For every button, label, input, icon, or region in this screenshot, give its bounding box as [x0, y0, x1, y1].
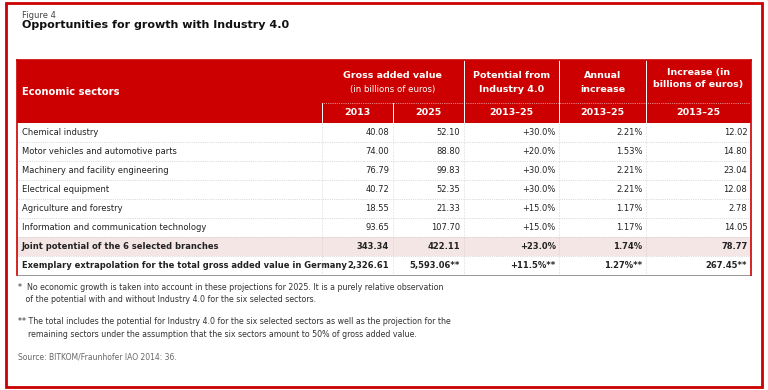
- Text: 21.33: 21.33: [436, 204, 460, 213]
- Text: 12.02: 12.02: [723, 128, 747, 137]
- Text: 2013: 2013: [344, 108, 370, 117]
- Bar: [17, 142, 751, 161]
- Text: ** The total includes the potential for Industry 4.0 for the six selected sector: ** The total includes the potential for …: [18, 317, 451, 339]
- Text: 14.05: 14.05: [723, 223, 747, 232]
- Text: Joint potential of the 6 selected branches: Joint potential of the 6 selected branch…: [22, 242, 219, 251]
- Text: Information and communication technology: Information and communication technology: [22, 223, 206, 232]
- Bar: [17, 256, 751, 275]
- Text: *  No economic growth is taken into account in these projections for 2025. It is: * No economic growth is taken into accou…: [18, 283, 444, 304]
- Text: 107.70: 107.70: [431, 223, 460, 232]
- Text: 2013–25: 2013–25: [490, 108, 534, 117]
- Text: 23.04: 23.04: [723, 166, 747, 175]
- Text: Economic sectors: Economic sectors: [22, 87, 120, 97]
- Text: +30.0%: +30.0%: [522, 128, 555, 137]
- Text: 422.11: 422.11: [428, 242, 460, 251]
- Text: 1.27%**: 1.27%**: [604, 261, 642, 270]
- Text: 14.80: 14.80: [723, 147, 747, 156]
- Text: +23.0%: +23.0%: [520, 242, 555, 251]
- Bar: [17, 161, 751, 180]
- Text: Potential from: Potential from: [473, 71, 551, 80]
- Text: 78.77: 78.77: [721, 242, 747, 251]
- Text: Industry 4.0: Industry 4.0: [479, 85, 545, 94]
- Text: 12.08: 12.08: [723, 185, 747, 194]
- Text: Motor vehicles and automotive parts: Motor vehicles and automotive parts: [22, 147, 177, 156]
- Text: +30.0%: +30.0%: [522, 185, 555, 194]
- Text: billions of euros): billions of euros): [654, 80, 743, 89]
- Text: 2.78: 2.78: [729, 204, 747, 213]
- Text: 1.17%: 1.17%: [616, 223, 642, 232]
- Text: 267.45**: 267.45**: [706, 261, 747, 270]
- Text: Figure 4: Figure 4: [22, 11, 55, 20]
- Text: Electrical equipment: Electrical equipment: [22, 185, 108, 194]
- Text: 5,593.06**: 5,593.06**: [410, 261, 460, 270]
- Text: 2.21%: 2.21%: [616, 185, 642, 194]
- Bar: [17, 237, 751, 256]
- Text: 1.17%: 1.17%: [616, 204, 642, 213]
- Text: 99.83: 99.83: [436, 166, 460, 175]
- Text: 343.34: 343.34: [356, 242, 389, 251]
- Text: +11.5%**: +11.5%**: [511, 261, 555, 270]
- Text: 74.00: 74.00: [366, 147, 389, 156]
- Text: +15.0%: +15.0%: [522, 204, 555, 213]
- Text: Increase (in: Increase (in: [667, 68, 730, 77]
- Text: 2025: 2025: [415, 108, 442, 117]
- Text: 40.72: 40.72: [366, 185, 389, 194]
- Text: 2013–25: 2013–25: [581, 108, 625, 117]
- Text: 2.21%: 2.21%: [616, 128, 642, 137]
- Bar: [17, 123, 751, 142]
- Text: 1.53%: 1.53%: [616, 147, 642, 156]
- Text: 2013–25: 2013–25: [677, 108, 720, 117]
- Text: Agriculture and forestry: Agriculture and forestry: [22, 204, 122, 213]
- Text: Annual: Annual: [584, 71, 621, 80]
- Text: 18.55: 18.55: [366, 204, 389, 213]
- Text: 52.10: 52.10: [436, 128, 460, 137]
- Text: 52.35: 52.35: [436, 185, 460, 194]
- Text: Gross added value: Gross added value: [343, 71, 442, 80]
- Text: 40.08: 40.08: [366, 128, 389, 137]
- Text: 76.79: 76.79: [365, 166, 389, 175]
- Text: +15.0%: +15.0%: [522, 223, 555, 232]
- Text: (in billions of euros): (in billions of euros): [350, 85, 435, 94]
- Text: Chemical industry: Chemical industry: [22, 128, 98, 137]
- Text: Machinery and facility engineering: Machinery and facility engineering: [22, 166, 168, 175]
- Bar: [17, 180, 751, 199]
- Bar: [17, 199, 751, 218]
- Text: 1.74%: 1.74%: [613, 242, 642, 251]
- Text: +30.0%: +30.0%: [522, 166, 555, 175]
- Text: Source: BITKOM/Fraunhofer IAO 2014: 36.: Source: BITKOM/Fraunhofer IAO 2014: 36.: [18, 353, 177, 362]
- Text: Opportunities for growth with Industry 4.0: Opportunities for growth with Industry 4…: [22, 20, 289, 30]
- Text: 2,326.61: 2,326.61: [347, 261, 389, 270]
- Bar: [17, 103, 751, 123]
- Text: 2.21%: 2.21%: [616, 166, 642, 175]
- Bar: [17, 60, 751, 103]
- Text: +20.0%: +20.0%: [522, 147, 555, 156]
- Text: 88.80: 88.80: [436, 147, 460, 156]
- Text: increase: increase: [581, 85, 625, 94]
- Text: 93.65: 93.65: [365, 223, 389, 232]
- Text: Exemplary extrapolation for the total gross added value in Germany: Exemplary extrapolation for the total gr…: [22, 261, 346, 270]
- Bar: [17, 218, 751, 237]
